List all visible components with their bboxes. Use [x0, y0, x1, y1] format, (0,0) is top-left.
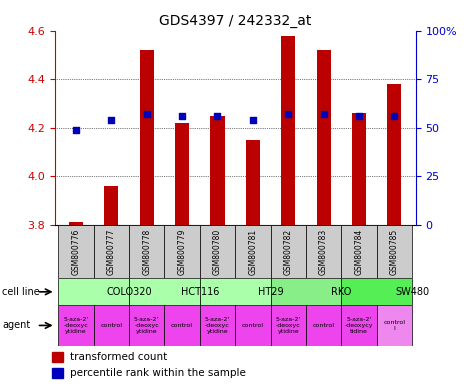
Text: GSM800776: GSM800776 [71, 228, 80, 275]
Bar [316, 50, 331, 225]
FancyBboxPatch shape [200, 225, 235, 278]
Text: 5-aza-2'
-deoxyc
ytidine: 5-aza-2' -deoxyc ytidine [134, 317, 159, 334]
FancyBboxPatch shape [200, 278, 271, 305]
Text: control: control [171, 323, 193, 328]
Text: percentile rank within the sample: percentile rank within the sample [70, 368, 247, 378]
Point [214, 113, 221, 119]
Text: GSM800778: GSM800778 [142, 228, 151, 275]
Text: control: control [313, 323, 334, 328]
Text: HT29: HT29 [258, 287, 283, 297]
Point [178, 113, 186, 119]
Point [72, 127, 80, 133]
FancyBboxPatch shape [129, 305, 164, 346]
Bar [140, 50, 154, 225]
Text: 5-aza-2'
-deoxyc
ytidine: 5-aza-2' -deoxyc ytidine [276, 317, 301, 334]
Text: GSM800783: GSM800783 [319, 228, 328, 275]
FancyBboxPatch shape [271, 225, 306, 278]
Point [320, 111, 327, 117]
Point [107, 117, 115, 123]
Bar [281, 36, 295, 225]
Bar [52, 352, 63, 362]
Text: GSM800782: GSM800782 [284, 228, 293, 275]
FancyBboxPatch shape [235, 305, 271, 346]
Text: transformed count: transformed count [70, 352, 168, 362]
Text: 5-aza-2'
-deoxyc
ytidine: 5-aza-2' -deoxyc ytidine [63, 317, 88, 334]
Text: GSM800779: GSM800779 [178, 228, 187, 275]
FancyBboxPatch shape [129, 225, 164, 278]
Point [285, 111, 292, 117]
FancyBboxPatch shape [342, 278, 412, 305]
FancyBboxPatch shape [58, 305, 94, 346]
FancyBboxPatch shape [200, 305, 235, 346]
Bar [52, 368, 63, 378]
Text: agent: agent [2, 320, 30, 331]
Point [249, 117, 256, 123]
Text: HCT116: HCT116 [180, 287, 219, 297]
Point [143, 111, 151, 117]
Bar [352, 113, 366, 225]
Point [390, 113, 398, 119]
Text: cell line: cell line [2, 287, 40, 297]
Text: RKO: RKO [331, 287, 352, 297]
FancyBboxPatch shape [94, 305, 129, 346]
Bar [69, 222, 83, 225]
FancyBboxPatch shape [306, 305, 342, 346]
Bar [104, 186, 118, 225]
Text: SW480: SW480 [395, 287, 429, 297]
FancyBboxPatch shape [235, 225, 271, 278]
FancyBboxPatch shape [94, 225, 129, 278]
FancyBboxPatch shape [58, 278, 129, 305]
Text: COLO320: COLO320 [106, 287, 152, 297]
Text: GSM800780: GSM800780 [213, 228, 222, 275]
Text: control: control [100, 323, 122, 328]
FancyBboxPatch shape [306, 225, 342, 278]
FancyBboxPatch shape [164, 305, 200, 346]
Text: 5-aza-2'
-deoxyc
ytidine: 5-aza-2' -deoxyc ytidine [205, 317, 230, 334]
FancyBboxPatch shape [377, 225, 412, 278]
FancyBboxPatch shape [377, 305, 412, 346]
Text: GSM800784: GSM800784 [354, 228, 363, 275]
FancyBboxPatch shape [129, 278, 200, 305]
Bar [387, 84, 401, 225]
Bar [175, 123, 189, 225]
FancyBboxPatch shape [271, 305, 306, 346]
Text: GSM800785: GSM800785 [390, 228, 399, 275]
Title: GDS4397 / 242332_at: GDS4397 / 242332_at [159, 14, 311, 28]
Point [355, 113, 363, 119]
Text: 5-aza-2'
-deoxycy
tidine: 5-aza-2' -deoxycy tidine [345, 317, 373, 334]
Bar [246, 140, 260, 225]
FancyBboxPatch shape [342, 225, 377, 278]
Text: GSM800781: GSM800781 [248, 228, 257, 275]
Text: control: control [242, 323, 264, 328]
FancyBboxPatch shape [164, 225, 200, 278]
FancyBboxPatch shape [271, 278, 342, 305]
Bar [210, 116, 225, 225]
FancyBboxPatch shape [58, 225, 94, 278]
Text: GSM800777: GSM800777 [107, 228, 116, 275]
Text: control
l: control l [383, 320, 405, 331]
FancyBboxPatch shape [342, 305, 377, 346]
